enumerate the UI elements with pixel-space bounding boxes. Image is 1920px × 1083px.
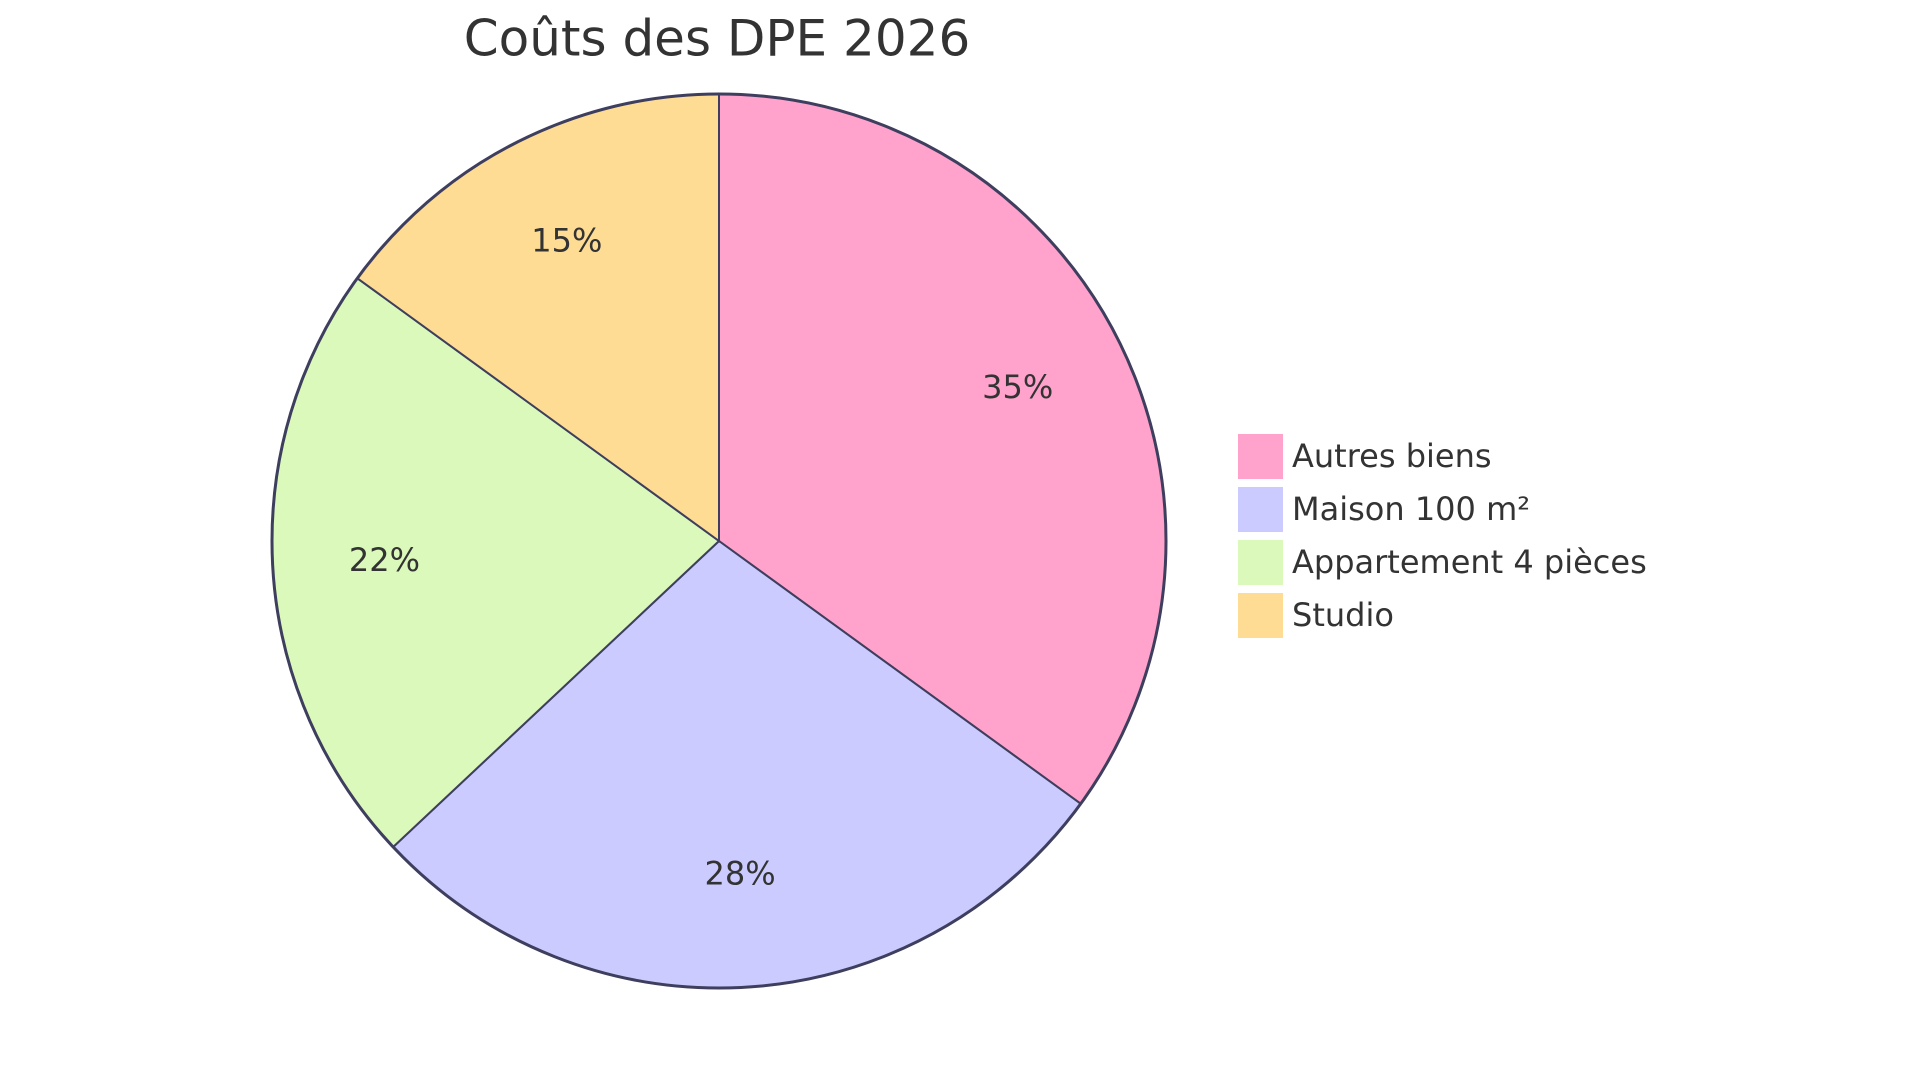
legend-swatch xyxy=(1238,487,1283,532)
legend-swatch xyxy=(1238,593,1283,638)
data-label: 15% xyxy=(531,221,602,259)
chart-title: Coûts des DPE 2026 xyxy=(464,10,971,68)
legend-label: Studio xyxy=(1292,596,1394,634)
data-label: 28% xyxy=(704,855,775,893)
legend-label: Appartement 4 pièces xyxy=(1292,543,1647,581)
data-label: 22% xyxy=(349,541,420,579)
pie-outline xyxy=(270,92,1168,990)
legend-label: Maison 100 m² xyxy=(1292,490,1530,528)
legend-swatch xyxy=(1238,434,1283,479)
legend-label: Autres biens xyxy=(1292,437,1492,475)
legend-swatch xyxy=(1238,540,1283,585)
data-label: 35% xyxy=(982,368,1053,406)
